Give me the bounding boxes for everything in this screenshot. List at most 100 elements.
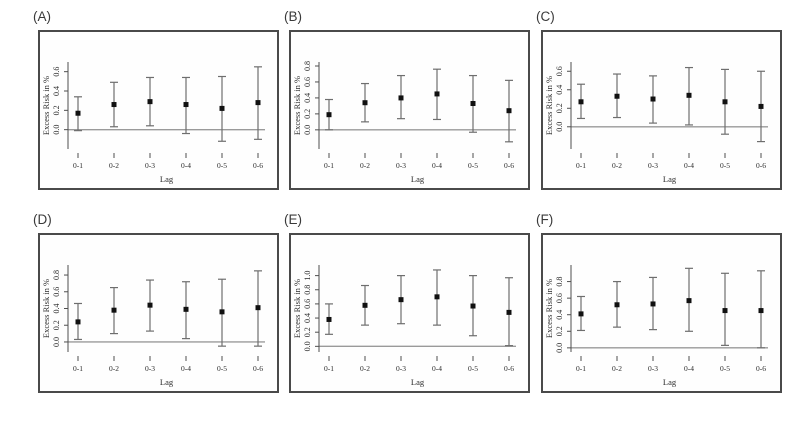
point-marker (147, 302, 153, 308)
point-marker (434, 91, 440, 97)
point-marker (578, 311, 584, 317)
x-tick-label: 0-1 (73, 161, 83, 170)
y-tick-label: 0.2 (303, 327, 312, 337)
y-tick-label: 0.0 (303, 341, 312, 351)
y-tick-label: 0.2 (52, 320, 61, 330)
x-tick-label: 0-3 (145, 161, 155, 170)
y-tick-label: 0.8 (303, 61, 312, 71)
point-marker (506, 108, 512, 114)
point-marker (326, 112, 332, 118)
y-tick-label: 0.2 (555, 103, 564, 113)
x-tick-label: 0-6 (504, 364, 514, 373)
point-marker (147, 99, 153, 105)
panel-f: (F) 0.0 0.2 0.4 0.6 0.8 Excess Risk in % 0-1 0-… (536, 211, 784, 393)
point-marker (650, 96, 656, 102)
y-tick-label: 0.4 (52, 304, 61, 314)
point-marker (111, 102, 117, 108)
panel-e-plot-box: 0.0 0.2 0.4 0.6 0.8 1.0 Excess Risk in % 0-1 0-2… (289, 233, 530, 393)
y-tick-label: 0.0 (555, 122, 564, 132)
panel-f-plot-box: 0.0 0.2 0.4 0.6 0.8 Excess Risk in % 0-1 0-2 0-3… (541, 233, 782, 393)
x-tick-label: 0-2 (360, 364, 370, 373)
x-axis-title: Lag (411, 174, 425, 184)
point-marker (326, 316, 332, 322)
y-axis-title: Excess Risk in % (292, 279, 302, 338)
point-marker (470, 101, 476, 107)
y-axis-title: Excess Risk in % (544, 279, 554, 338)
y-axis-title: Excess Risk in % (292, 76, 302, 135)
point-marker (255, 100, 261, 106)
x-tick-label: 0-5 (468, 161, 478, 170)
x-tick-label: 0-1 (324, 364, 334, 373)
panel-e-label: (E) (284, 212, 302, 227)
panel-d: (D) 0.0 0.2 0.4 0.6 0.8 Excess Risk in % 0-1 0-… (33, 211, 281, 393)
x-tick-label: 0-6 (756, 161, 766, 170)
x-tick-label: 0-3 (396, 161, 406, 170)
panel-c: (C) 0.0 0.2 0.4 0.6 Excess Risk in % 0-1 0-2 0-… (536, 8, 784, 190)
x-tick-label: 0-2 (612, 161, 622, 170)
point-marker (722, 308, 728, 314)
panel-b: (B) 0.0 0.2 0.4 0.6 0.8 Excess Risk in % 0-1 0-… (284, 8, 532, 190)
x-tick-label: 0-3 (145, 364, 155, 373)
y-axis-title: Excess Risk in % (41, 279, 51, 338)
y-tick-label: 0.4 (555, 85, 564, 95)
x-tick-label: 0-5 (217, 364, 227, 373)
panel-d-plot-box: 0.0 0.2 0.4 0.6 0.8 Excess Risk in % 0-1 0-2 0-3… (38, 233, 279, 393)
x-tick-label: 0-4 (432, 161, 442, 170)
point-marker (614, 302, 620, 308)
point-marker (183, 102, 189, 108)
y-tick-label: 0.6 (303, 77, 312, 87)
x-tick-label: 0-1 (576, 364, 586, 373)
x-axis-title: Lag (160, 377, 174, 387)
panel-b-plot-box: 0.0 0.2 0.4 0.6 0.8 Excess Risk in % 0-1 0-2 0-3… (289, 30, 530, 190)
x-tick-label: 0-5 (468, 364, 478, 373)
x-tick-label: 0-4 (684, 161, 694, 170)
point-marker (722, 99, 728, 105)
point-marker (219, 309, 225, 315)
point-marker (75, 110, 81, 116)
y-tick-label: 0.2 (303, 109, 312, 119)
y-tick-label: 0.0 (52, 125, 61, 135)
panel-c-label: (C) (536, 9, 555, 24)
point-marker (650, 301, 656, 307)
x-tick-label: 0-3 (648, 364, 658, 373)
y-tick-label: 0.4 (303, 313, 312, 323)
y-tick-label: 0.6 (555, 66, 564, 76)
panel-d-label: (D) (33, 212, 52, 227)
x-tick-label: 0-4 (684, 364, 694, 373)
y-tick-label: 0.6 (52, 67, 61, 77)
point-marker (758, 308, 764, 314)
point-marker (111, 307, 117, 313)
x-tick-label: 0-4 (432, 364, 442, 373)
point-marker (183, 306, 189, 312)
x-axis-title: Lag (160, 174, 174, 184)
x-axis-title: Lag (411, 377, 425, 387)
y-tick-label: 0.2 (52, 105, 61, 115)
y-tick-label: 0.4 (52, 86, 61, 96)
x-axis-title: Lag (663, 377, 677, 387)
x-tick-label: 0-6 (756, 364, 766, 373)
x-tick-label: 0-2 (612, 364, 622, 373)
point-marker (686, 92, 692, 98)
y-tick-label: 0.8 (555, 277, 564, 287)
y-axis-title: Excess Risk in % (544, 76, 554, 135)
point-marker (686, 298, 692, 304)
point-marker (578, 99, 584, 105)
y-tick-label: 0.0 (52, 337, 61, 347)
x-tick-label: 0-4 (181, 364, 191, 373)
point-marker (398, 95, 404, 101)
point-marker (75, 319, 81, 325)
panel-b-label: (B) (284, 9, 302, 24)
x-tick-label: 0-4 (181, 161, 191, 170)
y-tick-label: 0.6 (303, 299, 312, 309)
x-tick-label: 0-2 (109, 161, 119, 170)
y-tick-label: 0.4 (303, 93, 312, 103)
y-tick-label: 1.0 (303, 271, 312, 281)
x-tick-label: 0-5 (720, 161, 730, 170)
y-tick-label: 0.6 (555, 293, 564, 303)
point-marker (398, 297, 404, 303)
y-tick-label: 0.0 (555, 343, 564, 353)
